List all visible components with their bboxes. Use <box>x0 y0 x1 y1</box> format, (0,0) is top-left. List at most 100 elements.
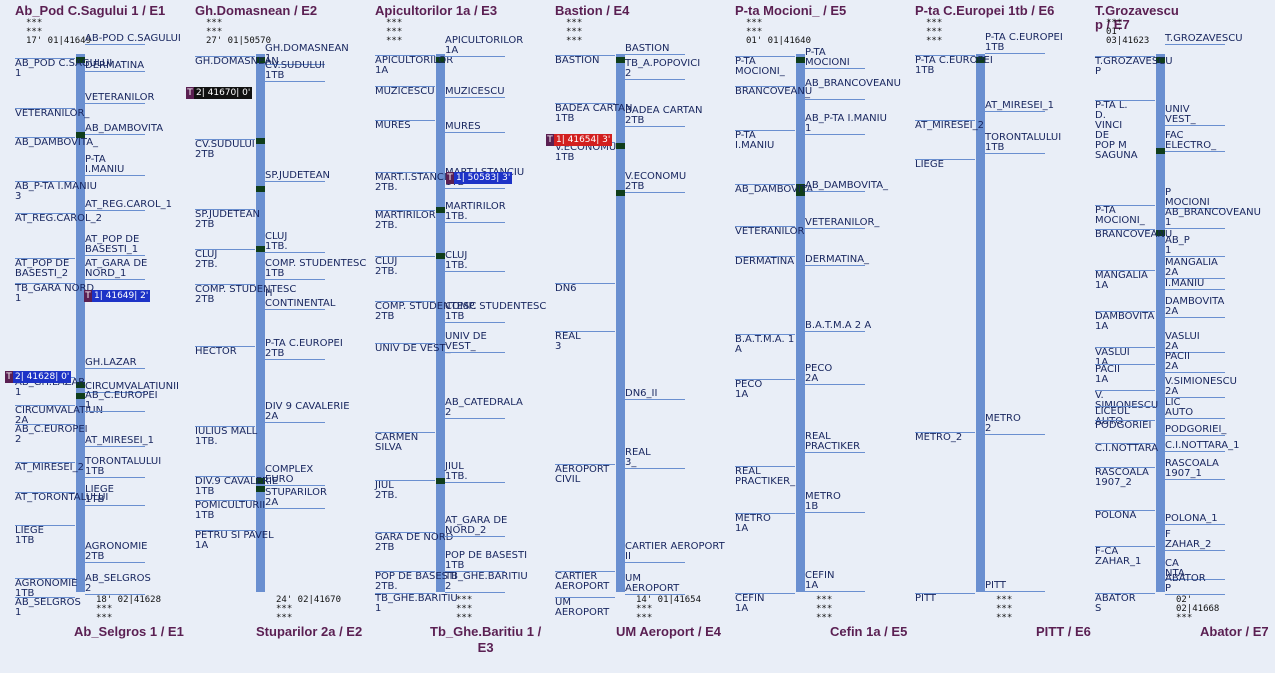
stop-label-right[interactable]: AB_P 1 <box>1165 235 1225 257</box>
stop-label-right[interactable]: AT_POP DE BASESTI_1 <box>85 234 145 256</box>
stop-label-left[interactable]: IULIUS MALL 1TB. <box>195 426 257 447</box>
stop-label-left[interactable]: CLUJ 2TB. <box>375 256 435 277</box>
stop-label-right[interactable]: VETERANILOR_ <box>805 217 879 229</box>
stop-label-right[interactable]: RASCOALA 1907_1 <box>1165 458 1225 480</box>
stop-label-left[interactable]: CEFIN 1A <box>735 593 795 614</box>
stop-label-right[interactable]: AB_BRANCOVEANU _ <box>805 78 901 100</box>
stop-label-left[interactable]: CARMEN SILVA <box>375 432 435 453</box>
vehicle-badge[interactable]: T 1| 50583| 3' <box>446 172 513 184</box>
stop-label-left[interactable]: METRO_2 <box>915 432 975 443</box>
stop-label-left[interactable]: ABATOR S <box>1095 593 1155 614</box>
stop-label-right[interactable]: LIEGE 1TB <box>85 484 145 506</box>
stop-label-left[interactable]: PETRU SI PAVEL 1A <box>195 530 274 551</box>
panel-header[interactable]: Gh.Domasnean / E2 <box>195 3 318 18</box>
stop-label-left[interactable]: POLONA <box>1095 510 1155 521</box>
stop-label-left[interactable]: MUZICESCU <box>375 86 435 97</box>
stop-label-right[interactable]: PACII 2A <box>1165 351 1225 373</box>
stop-label-left[interactable]: MART.I.STANCIU 2TB. <box>375 172 454 193</box>
stop-label-left[interactable]: POP DE BASESTI 2TB. <box>375 571 457 592</box>
stop-label-left[interactable]: BASTION <box>555 55 615 66</box>
stop-label-left[interactable]: PODGORIEI <box>1095 420 1155 431</box>
stop-label-left[interactable]: DERMATINA <box>735 256 795 267</box>
stop-label-right[interactable]: GH.DOMASNEAN 1 <box>265 43 349 65</box>
stop-label-right[interactable]: CLUJ 1TB. <box>265 231 325 253</box>
panel-header[interactable]: P-ta C.Europei 1tb / E6 <box>915 3 1055 18</box>
stop-label-left[interactable]: METRO 1A <box>735 513 795 534</box>
stop-label-right[interactable]: AT_MIRESEI_1 <box>985 100 1054 112</box>
stop-label-left[interactable]: GH.DOMASNEAN <box>195 56 279 67</box>
stop-label-left[interactable]: AB_DAMBOVITA <box>735 184 813 195</box>
panel-header[interactable]: T.Grozavescu p / E7 <box>1095 3 1179 32</box>
stop-label-right[interactable]: TB_A.POPOVICI 2 <box>625 58 700 80</box>
vehicle-badge[interactable]: T 2| 41670| 0' <box>186 87 253 99</box>
stop-label-left[interactable]: MURES <box>375 120 435 131</box>
stop-label-right[interactable]: C.I.NOTTARA_1 <box>1165 440 1240 452</box>
stop-label-right[interactable]: STUPARILOR 2A <box>265 487 327 509</box>
stop-label-right[interactable]: AB-POD C.SAGULUI <box>85 33 181 45</box>
route-bar[interactable] <box>1156 54 1165 592</box>
stop-label-right[interactable]: DERMATINA_ <box>805 254 869 266</box>
stop-label-right[interactable]: POP DE BASESTI 1TB <box>445 550 527 572</box>
route-bar[interactable] <box>796 54 805 592</box>
stop-label-left[interactable]: UM AEROPORT <box>555 597 615 618</box>
panel-header[interactable]: Ab_Pod C.Sagului 1 / E1 <box>15 3 166 18</box>
stop-label-right[interactable]: B.A.T.M.A 2 A <box>805 320 871 332</box>
route-bar[interactable] <box>76 54 85 592</box>
stop-label-right[interactable]: BADEA CARTAN 2TB <box>625 105 702 127</box>
stop-label-left[interactable]: REAL PRACTIKER_ <box>735 466 795 487</box>
stop-label-right[interactable]: REAL 3_ <box>625 447 685 469</box>
stop-label-right[interactable]: DN6_II <box>625 388 685 400</box>
route-bar[interactable] <box>256 54 265 592</box>
stop-label-right[interactable]: CLUJ 1TB. <box>445 250 505 272</box>
stop-label-left[interactable]: MARTIRILOR 2TB. <box>375 210 436 231</box>
stop-label-right[interactable]: H CONTINENTAL <box>265 288 335 310</box>
stop-label-right[interactable]: POLONA_1 <box>1165 513 1225 525</box>
stop-label-left[interactable]: REAL 3 <box>555 331 615 352</box>
stop-label-left[interactable]: APICULTORILOR 1A <box>375 55 453 76</box>
stop-label-right[interactable]: DAMBOVITA 2A <box>1165 296 1225 318</box>
stop-label-right[interactable]: TORONTALULUI 1TB <box>85 456 161 478</box>
stop-label-right[interactable]: COMPLEX EURO <box>265 464 325 486</box>
stop-label-right[interactable]: METRO 2 <box>985 413 1045 435</box>
stop-label-right[interactable]: AB_DAMBOVITA <box>85 123 163 135</box>
stop-label-left[interactable]: TB_GHE.BARITIU 1 <box>375 593 458 614</box>
stop-label-left[interactable]: AB_P-TA I.MANIU 3 <box>15 181 97 202</box>
stop-label-right[interactable]: AB_DAMBOVITA_ <box>805 180 888 192</box>
stop-label-right[interactable]: JIUL 1TB. <box>445 461 505 483</box>
stop-label-left[interactable]: TB_GARA NORD 1 <box>15 283 94 304</box>
stop-label-left[interactable]: BRANCOVEANU <box>735 86 812 97</box>
stop-label-right[interactable]: MARTIRILOR 1TB. <box>445 201 506 223</box>
stop-label-right[interactable]: P-TA I.MANIU <box>85 154 145 176</box>
stop-label-right[interactable]: PECO 2A <box>805 363 865 385</box>
stop-label-left[interactable]: RASCOALA 1907_2 <box>1095 467 1155 488</box>
stop-label-right[interactable]: BASTION <box>625 43 685 55</box>
stop-label-left[interactable]: CV.SUDULUI 2TB <box>195 139 255 160</box>
panel-header[interactable]: Bastion / E4 <box>555 3 630 18</box>
stop-label-left[interactable]: DN6 <box>555 283 615 294</box>
stop-label-right[interactable]: AB_SELGROS 2 <box>85 573 151 595</box>
stop-label-right[interactable]: AB_P-TA I.MANIU 1 <box>805 113 887 135</box>
stop-label-right[interactable]: UM AEROPORT <box>625 573 685 595</box>
stop-label-right[interactable]: TB_GHE.BARITIU 2 <box>445 571 528 593</box>
stop-label-right[interactable]: VETERANILOR <box>85 92 154 104</box>
stop-label-left[interactable]: PECO 1A <box>735 379 795 400</box>
stop-label-left[interactable]: P-TA MOCIONI_ <box>1095 205 1155 226</box>
stop-label-right[interactable]: COMP. STUDENTESC 1TB <box>265 258 366 280</box>
stop-label-left[interactable]: AT_TORONTALULUI <box>15 492 108 503</box>
stop-label-right[interactable]: METRO 1B <box>805 491 865 513</box>
stop-label-right[interactable]: AT_GARA DE NORD_1 <box>85 258 147 280</box>
stop-label-left[interactable]: AB_SELGROS 1 <box>15 597 81 618</box>
route-bar[interactable] <box>616 54 625 592</box>
stop-label-right[interactable]: MUZICESCU <box>445 86 505 98</box>
route-bar[interactable] <box>976 54 985 592</box>
stop-label-left[interactable]: COMP. STUDENTESC 2TB <box>195 284 296 305</box>
stop-label-left[interactable]: PACII 1A <box>1095 364 1155 385</box>
stop-label-left[interactable]: VETERANILOR <box>735 226 804 237</box>
stop-label-left[interactable]: AT_MIRESEI_2 <box>915 120 984 131</box>
stop-label-left[interactable]: MANGALIA 1A <box>1095 270 1155 291</box>
stop-label-left[interactable]: T.GROZAVESCU P <box>1095 56 1173 77</box>
stop-label-left[interactable]: LICEUL AUTO <box>1095 406 1155 427</box>
stop-label-right[interactable]: VASLUI 2A <box>1165 331 1225 353</box>
stop-label-right[interactable]: CIRCUMVALATIUNII <box>85 381 179 393</box>
stop-label-right[interactable]: LIC AUTO <box>1165 397 1225 419</box>
